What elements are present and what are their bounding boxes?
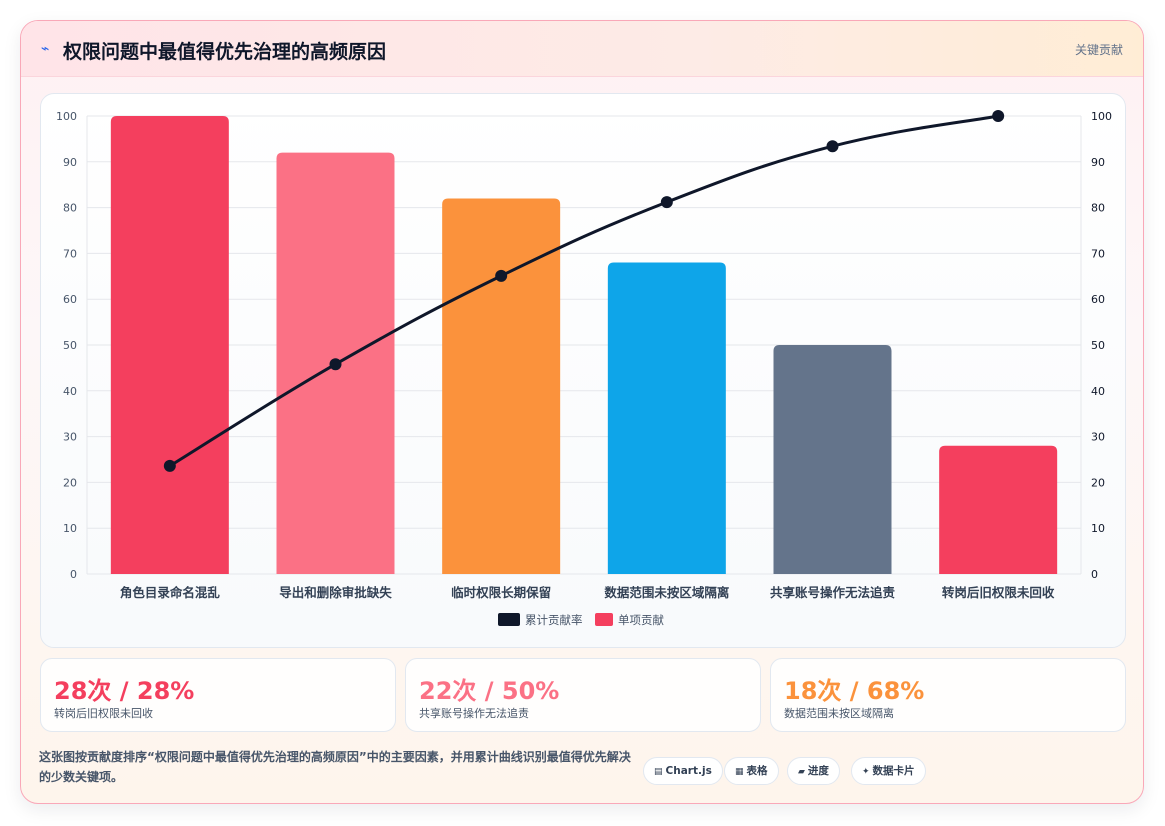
y-tick-label: 60 (63, 293, 77, 306)
cumulative-point (163, 459, 176, 472)
lightning-icon: ⌁ (41, 41, 50, 57)
stat-card-3: 18次 / 68% 数据范围未按区域隔离 (770, 658, 1126, 732)
pill-progress[interactable]: ▰ 进度 (787, 757, 840, 785)
y-tick-label: 0 (70, 568, 77, 581)
y2-tick-label: 30 (1091, 431, 1105, 444)
pill-label: 表格 (746, 765, 768, 777)
pill-data-card[interactable]: ✦ 数据卡片 (851, 757, 926, 785)
y-tick-label: 70 (63, 247, 77, 260)
progress-icon: ▰ (798, 767, 805, 777)
y-tick-label: 80 (63, 202, 77, 215)
cumulative-point (826, 140, 839, 153)
pill-chartjs[interactable]: ▤ Chart.js (643, 757, 723, 785)
pareto-card: ⌁ 权限问题中最值得优先治理的高频原因 关键贡献 0 0 10 10 20 20 30 30 4… (20, 20, 1144, 804)
cumulative-line (169, 114, 999, 468)
y2-tick-label: 100 (1091, 110, 1112, 123)
y2-tick-label: 0 (1091, 568, 1098, 581)
bar (939, 445, 1058, 574)
y2-tick-label: 80 (1091, 202, 1105, 215)
sparkle-icon: ✦ (862, 767, 870, 777)
cumulative-point (660, 196, 673, 209)
x-tick-label: 角色目录命名混乱 (120, 585, 221, 600)
stat-value: 28次 / 28% (54, 677, 195, 705)
header-tag: 关键贡献 (1074, 43, 1123, 57)
stat-label: 数据范围未按区域隔离 (784, 707, 894, 720)
cumulative-point (992, 110, 1005, 122)
pill-label: Chart.js (665, 765, 712, 777)
x-tick-label: 共享账号操作无法追责 (770, 585, 896, 600)
legend-swatch-cumulative (498, 613, 520, 626)
stat-card-1: 28次 / 28% 转岗后旧权限未回收 (40, 658, 396, 732)
stat-label: 转岗后旧权限未回收 (54, 707, 153, 720)
stat-card-2: 22次 / 50% 共享账号操作无法追责 (405, 658, 761, 732)
grid-icon: ▦ (735, 767, 744, 777)
y-tick-label: 100 (56, 110, 77, 123)
x-tick-label: 转岗后旧权限未回收 (942, 585, 1055, 600)
bar (607, 262, 726, 574)
page-title: 权限问题中最值得优先治理的高频原因 (63, 41, 387, 63)
cumulative-point (329, 358, 342, 371)
bar (110, 116, 229, 574)
table-icon: ▤ (654, 767, 663, 777)
card-header: ⌁ 权限问题中最值得优先治理的高频原因 关键贡献 (21, 21, 1143, 77)
legend-label: 累计贡献率 (525, 613, 583, 627)
y2-tick-label: 60 (1091, 293, 1105, 306)
chart-panel: 0 0 10 10 20 20 30 30 40 40 50 50 60 60 70 70 80 80 90 90 10… (40, 93, 1126, 648)
bar (773, 345, 892, 574)
y2-tick-label: 40 (1091, 385, 1105, 398)
y2-tick-label: 50 (1091, 339, 1105, 352)
y2-tick-label: 90 (1091, 156, 1105, 169)
y-tick-label: 20 (63, 476, 77, 489)
y-tick-label: 90 (63, 156, 77, 169)
pareto-chart: 0 0 10 10 20 20 30 30 40 40 50 50 60 60 70 70 80 80 90 90 10… (56, 110, 1112, 627)
chart-description: 这张图按贡献度排序“权限问题中最值得优先治理的高频原因”中的主要因素，并用累计曲… (39, 750, 631, 784)
y-tick-label: 50 (63, 339, 77, 352)
bar (442, 198, 561, 574)
legend-label: 单项贡献 (618, 613, 664, 627)
pill-label: 进度 (807, 765, 829, 777)
legend-swatch-single (595, 613, 613, 626)
pill-table[interactable]: ▦ 表格 (724, 757, 779, 785)
y-tick-label: 40 (63, 385, 77, 398)
pill-label: 数据卡片 (872, 765, 915, 777)
y-tick-label: 30 (63, 431, 77, 444)
y-tick-label: 10 (63, 522, 77, 535)
y2-tick-label: 70 (1091, 247, 1105, 260)
stat-value: 22次 / 50% (419, 677, 560, 705)
x-tick-label: 数据范围未按区域隔离 (603, 585, 729, 600)
y2-tick-label: 10 (1091, 522, 1105, 535)
cumulative-point (495, 269, 508, 282)
x-tick-label: 导出和删除审批缺失 (279, 585, 392, 600)
stat-value: 18次 / 68% (784, 677, 925, 705)
x-tick-label: 临时权限长期保留 (451, 585, 551, 600)
stat-label: 共享账号操作无法追责 (419, 707, 529, 720)
y2-tick-label: 20 (1091, 476, 1105, 489)
